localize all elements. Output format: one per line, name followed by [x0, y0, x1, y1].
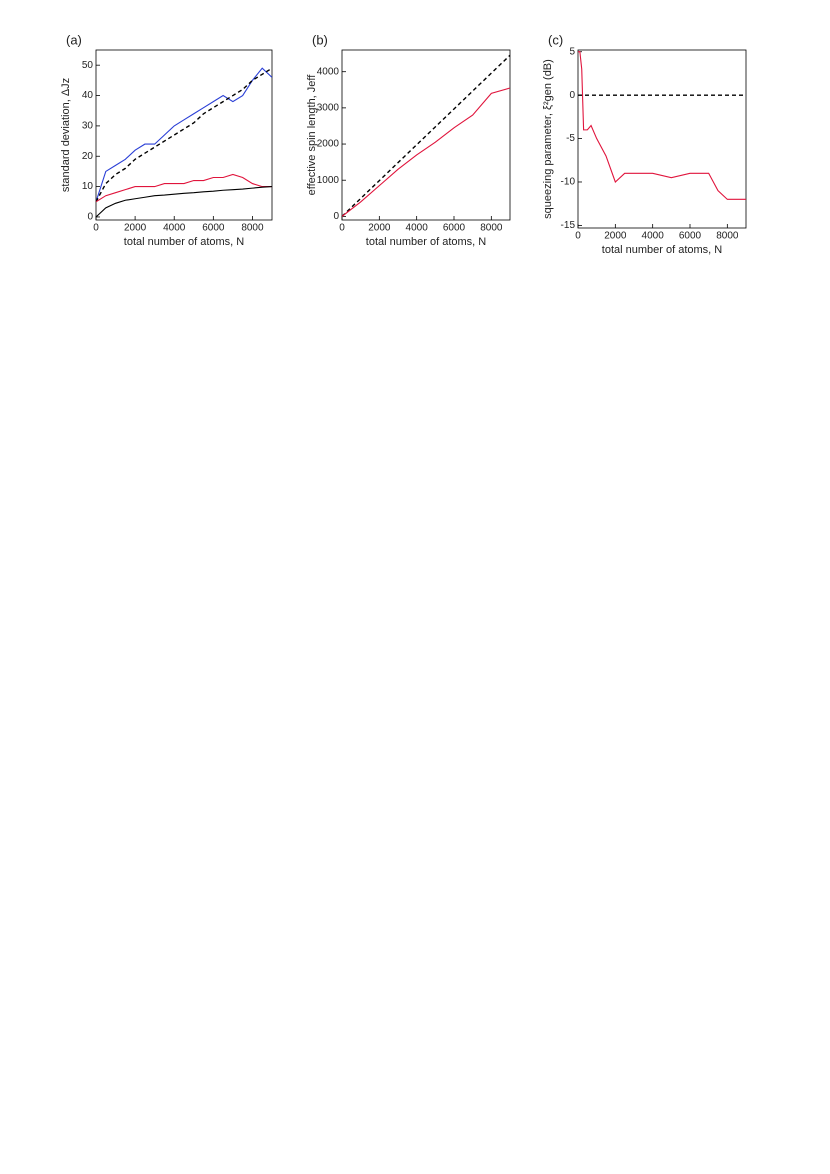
x-axis-title: total number of atoms, N: [124, 236, 244, 248]
y-tick-label: 4000: [317, 66, 340, 77]
x-tick-label: 0: [575, 231, 581, 242]
data-line: [578, 51, 746, 200]
data-line: [342, 87, 510, 217]
y-tick-label: 0: [569, 90, 575, 101]
x-tick-label: 4000: [642, 231, 665, 242]
y-tick-label: 2000: [317, 139, 340, 150]
x-tick-label: 6000: [443, 223, 466, 234]
data-line: [96, 173, 272, 203]
x-tick-label: 8000: [716, 231, 739, 242]
y-tick-label: -5: [566, 133, 575, 144]
plot-frame: [95, 49, 273, 221]
y-tick-label: 10: [82, 181, 94, 192]
y-tick-label: 50: [82, 60, 94, 71]
y-axis-title: standard deviation, ΔJz: [60, 78, 72, 192]
y-tick-label: 3000: [317, 103, 340, 114]
x-tick-label: 6000: [679, 231, 702, 242]
x-tick-label: 2000: [368, 223, 391, 234]
y-axis-title: squeezing parameter, ξ²gen (dB): [542, 59, 554, 219]
x-tick-label: 0: [93, 223, 99, 234]
y-tick-label: -15: [561, 220, 576, 231]
x-axis-title: total number of atoms, N: [366, 236, 486, 248]
y-tick-label: 1000: [317, 175, 340, 186]
x-tick-label: 4000: [163, 223, 186, 234]
y-tick-label: 20: [82, 151, 94, 162]
x-tick-label: 2000: [124, 223, 147, 234]
x-tick-label: 4000: [406, 223, 429, 234]
y-tick-label: 0: [87, 212, 93, 223]
data-line: [96, 186, 272, 218]
panel-label: (c): [548, 32, 563, 47]
x-tick-label: 8000: [480, 223, 503, 234]
y-tick-label: 40: [82, 90, 94, 101]
x-axis-title: total number of atoms, N: [602, 244, 722, 256]
x-tick-label: 8000: [241, 223, 264, 234]
plot-frame: [341, 49, 511, 221]
data-line: [96, 67, 272, 202]
plot-frame: [577, 49, 747, 229]
x-tick-label: 2000: [604, 231, 627, 242]
data-line: [96, 67, 272, 203]
x-tick-label: 6000: [202, 223, 225, 234]
data-line: [342, 54, 510, 217]
panel-label: (b): [312, 32, 328, 47]
y-tick-label: 0: [333, 211, 339, 222]
y-tick-label: -10: [561, 177, 576, 188]
x-tick-label: 0: [339, 223, 345, 234]
y-axis-title: effective spin length, Jeff: [306, 74, 318, 196]
y-tick-label: 5: [569, 46, 575, 57]
panel-label: (a): [66, 32, 82, 47]
y-tick-label: 30: [82, 121, 94, 132]
